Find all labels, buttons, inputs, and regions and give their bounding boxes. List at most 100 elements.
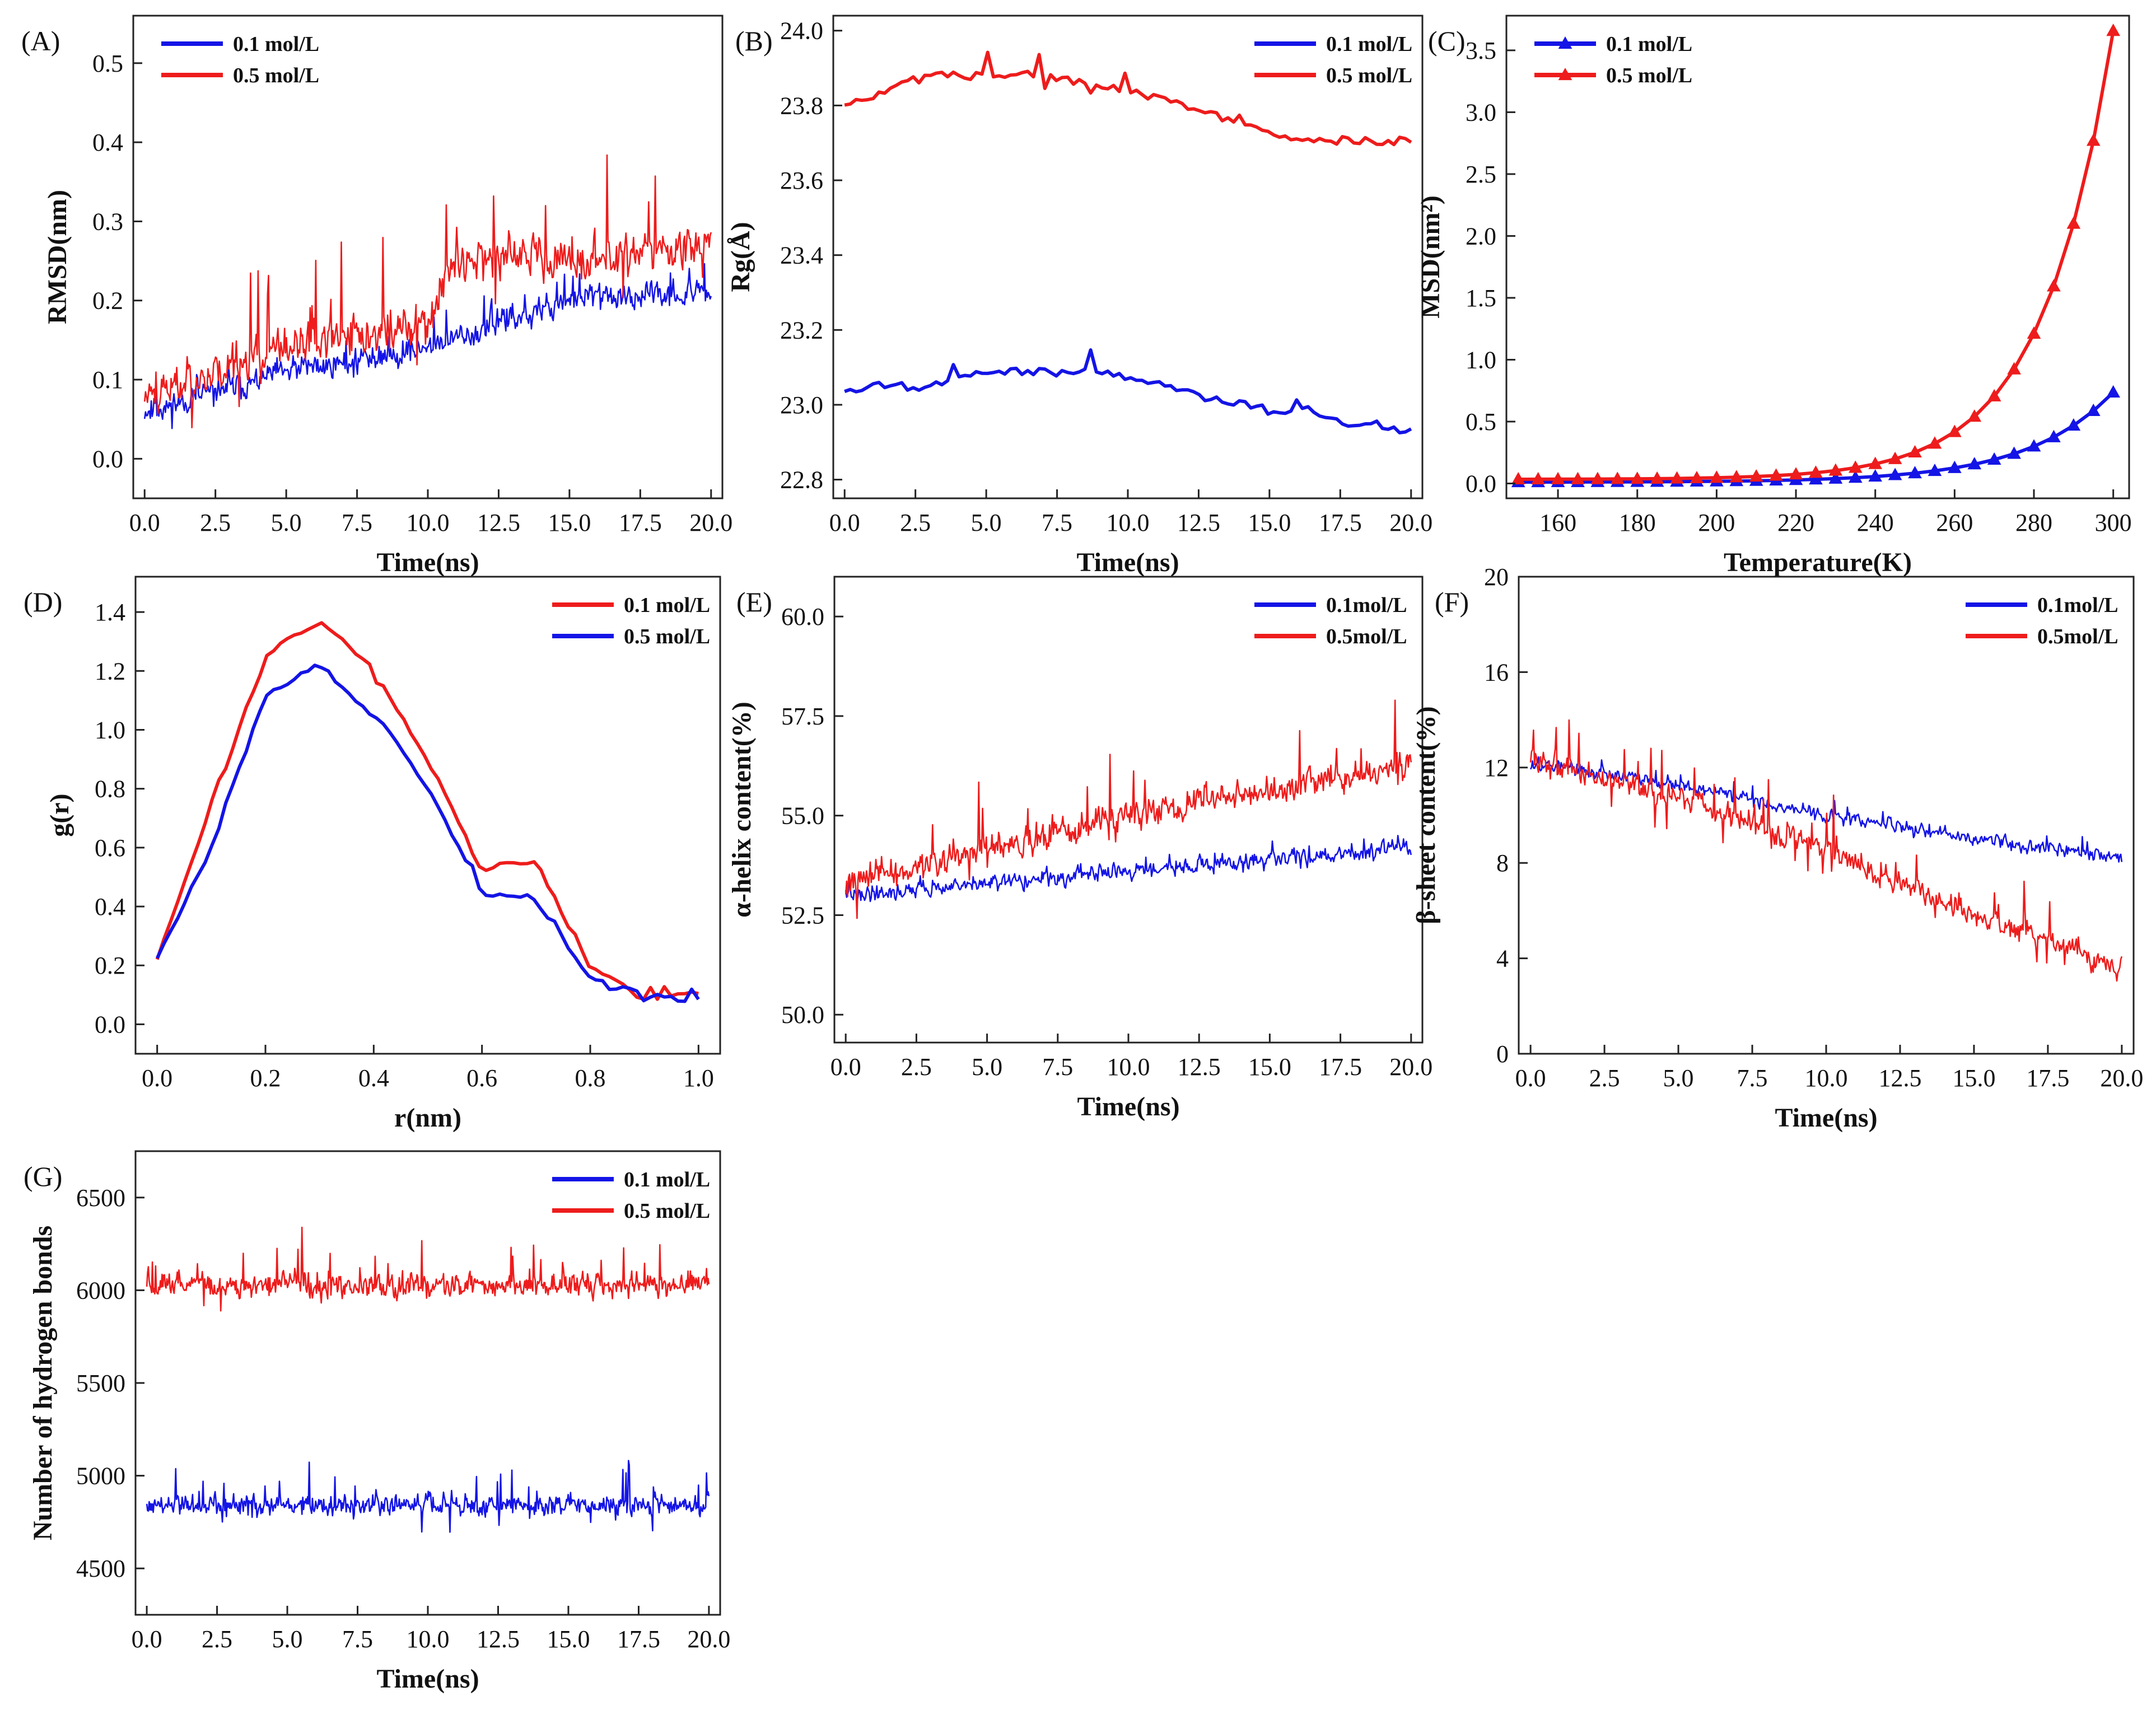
y-axis-label-D: g(r) [45,793,74,837]
marker-C-2-30 [2106,24,2121,36]
marker-C-1-15 [1809,472,1823,485]
y-tick-label-E-4: 60.0 [781,603,824,630]
x-tick-label-F-0: 0.0 [1515,1064,1546,1092]
y-tick-label-F-3: 12 [1484,754,1509,782]
x-tick-label-B-4: 10.0 [1107,509,1150,536]
plot-area-D [155,621,700,1003]
marker-C-2-10 [1710,470,1724,483]
x-tick-label-E-5: 12.5 [1178,1053,1221,1081]
x-tick-label-C-4: 240 [1857,509,1894,536]
x-tick-label-E-0: 0.0 [830,1053,861,1081]
y-tick-label-A-4: 0.4 [92,129,123,156]
x-tick-label-A-7: 17.5 [619,509,662,536]
legend-B: 0.1 mol/L 0.5 mol/L [1254,32,1412,87]
legend-label-C-1: 0.1 mol/L [1606,32,1692,56]
x-tick-label-D-1: 0.2 [250,1064,281,1092]
x-tick-label-E-3: 7.5 [1042,1053,1073,1081]
chart-panel-G: 0.0 2.5 5.0 7.5 10.0 12.5 15.0 17.5 20.0 4500 5000… [24,1150,730,1694]
y-tick-label-D-4: 0.8 [95,775,125,803]
marker-C-2-19 [1888,451,1902,464]
x-tick-label-C-7: 300 [2095,509,2132,536]
chart-panel-A: 0.0 2.5 5.0 7.5 10.0 12.5 15.0 17.5 20.0 0.0 0.1 0.… [21,15,732,577]
plot-frame-D [134,576,721,1055]
series-line-D-1 [155,621,699,1001]
series-line-B-1 [844,348,1412,434]
series-line-A-1 [143,263,712,429]
panel-label-C: (C) [1428,25,1466,57]
series-line-F-1 [1529,756,2123,863]
x-tick-label-B-5: 12.5 [1177,509,1220,536]
x-tick-label-E-2: 5.0 [972,1053,1002,1081]
plot-area-A [143,154,712,429]
x-tick-label-A-3: 7.5 [342,509,372,536]
marker-C-2-0 [1511,471,1525,485]
x-tick-label-E-6: 15.0 [1248,1053,1291,1081]
y-tick-label-F-1: 4 [1496,945,1509,973]
x-tick-label-G-4: 10.0 [407,1625,450,1653]
marker-C-2-11 [1729,470,1744,483]
marker-C-2-1 [1531,471,1546,485]
y-tick-label-F-5: 20 [1484,563,1509,591]
y-tick-label-F-0: 0 [1496,1040,1509,1068]
x-tick-label-B-6: 15.0 [1248,509,1291,536]
marker-C-2-28 [2066,216,2081,229]
y-tick-label-B-5: 23.8 [780,92,823,119]
y-tick-label-E-2: 55.0 [781,802,824,830]
marker-C-2-3 [1571,471,1585,484]
marker-C-1-19 [1888,468,1902,480]
y-tick-label-D-1: 0.2 [95,952,125,979]
x-tick-label-F-5: 12.5 [1878,1064,1921,1092]
legend-label-C-2: 0.5 mol/L [1606,64,1692,87]
x-tick-label-F-2: 5.0 [1663,1064,1694,1092]
chart-panel-B: 0.0 2.5 5.0 7.5 10.0 12.5 15.0 17.5 20.0 22.8 23.0… [726,15,1432,577]
x-tick-label-A-0: 0.0 [129,509,160,536]
x-tick-label-B-8: 20.0 [1389,509,1432,536]
y-tick-label-D-7: 1.4 [95,599,125,626]
y-tick-label-C-0: 0.0 [1466,470,1496,497]
chart-panel-E: 0.0 2.5 5.0 7.5 10.0 12.5 15.0 17.5 20.0 50.0 52.5… [727,576,1432,1121]
x-axis-label-E: Time(ns) [1077,1092,1179,1121]
y-tick-label-A-3: 0.3 [92,208,123,235]
legend-label-G-1: 0.1 mol/L [624,1168,710,1191]
x-tick-label-G-6: 15.0 [547,1625,590,1653]
legend-marker-C-1 [1558,36,1572,49]
legend-label-F-2: 0.5mol/L [2037,625,2118,648]
x-tick-label-A-4: 10.0 [407,509,450,536]
marker-C-1-16 [1828,471,1843,484]
legend-label-E-2: 0.5mol/L [1326,625,1407,648]
marker-C-1-26 [2027,439,2041,452]
x-tick-label-A-2: 5.0 [271,509,302,536]
x-tick-label-F-8: 20.0 [2100,1064,2143,1092]
legend-F: 0.1mol/L 0.5mol/L [1966,594,2118,648]
legend-label-A-2: 0.5 mol/L [233,64,319,87]
y-tick-label-B-0: 22.8 [780,466,823,494]
legend-label-B-2: 0.5 mol/L [1326,64,1412,87]
x-tick-label-C-3: 220 [1777,509,1814,536]
series-line-D-2 [155,663,700,1003]
x-axis-label-B: Time(ns) [1076,548,1179,577]
legend-label-G-2: 0.5 mol/L [624,1199,710,1223]
x-tick-label-B-7: 17.5 [1319,509,1362,536]
x-tick-label-F-4: 10.0 [1805,1064,1848,1092]
series-line-B-2 [844,50,1412,147]
y-tick-label-E-1: 52.5 [781,901,824,929]
x-tick-label-E-8: 20.0 [1389,1053,1432,1081]
x-tick-label-E-1: 2.5 [901,1053,932,1081]
panel-label-F: (F) [1435,586,1469,618]
x-axis-label-A: Time(ns) [376,548,479,577]
panel-label-G: (G) [24,1161,62,1192]
legend-label-D-2: 0.5 mol/L [624,625,710,648]
y-tick-label-B-3: 23.4 [780,242,823,269]
marker-C-2-2 [1551,471,1565,484]
x-tick-label-F-3: 7.5 [1737,1064,1768,1092]
y-tick-label-D-2: 0.4 [95,893,125,920]
x-axis-label-G: Time(ns) [376,1664,479,1694]
y-tick-label-B-6: 24.0 [780,17,823,45]
y-tick-label-F-4: 16 [1484,658,1509,686]
x-tick-label-A-8: 20.0 [689,509,732,536]
x-tick-label-F-7: 17.5 [2026,1064,2069,1092]
legend-marker-C-2 [1558,68,1572,81]
chart-panel-F: 0.0 2.5 5.0 7.5 10.0 12.5 15.0 17.5 20.0 0 4 8 12 16 2… [1411,563,2143,1133]
x-tick-label-B-2: 5.0 [971,509,1002,536]
